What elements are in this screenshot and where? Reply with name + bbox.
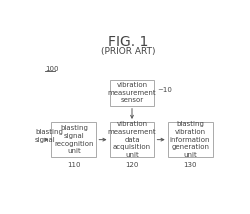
Text: blasting
signal: blasting signal	[35, 129, 63, 143]
Text: FIG. 1: FIG. 1	[108, 35, 148, 49]
FancyBboxPatch shape	[110, 122, 154, 157]
Text: blasting
signal
recognition
unit: blasting signal recognition unit	[54, 125, 94, 154]
FancyBboxPatch shape	[52, 122, 96, 157]
Text: (PRIOR ART): (PRIOR ART)	[101, 47, 156, 56]
Text: 110: 110	[67, 162, 80, 168]
FancyBboxPatch shape	[168, 122, 212, 157]
Text: vibration
measurement
sensor: vibration measurement sensor	[108, 82, 156, 103]
Text: blasting
vibration
information
generation
unit: blasting vibration information generatio…	[170, 121, 210, 158]
Text: ~10: ~10	[157, 87, 172, 93]
FancyBboxPatch shape	[110, 80, 154, 106]
Text: 130: 130	[184, 162, 197, 168]
Text: 120: 120	[125, 162, 139, 168]
Text: 100: 100	[45, 67, 59, 73]
Text: vibration
measurement
data
acquisition
unit: vibration measurement data acquisition u…	[108, 121, 156, 158]
